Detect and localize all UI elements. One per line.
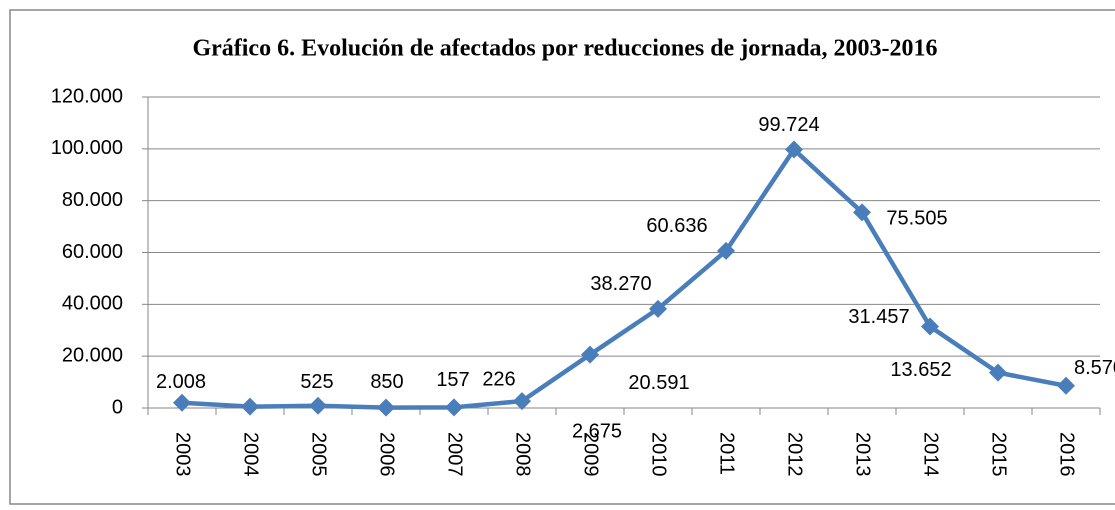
x-tick-label: 2009: [580, 432, 602, 477]
x-tick-label: 2010: [648, 432, 670, 477]
data-label: 20.591: [628, 372, 689, 394]
data-label: 8.570: [1074, 357, 1115, 379]
x-tick-label: 2004: [240, 432, 262, 477]
data-label: 226: [482, 369, 515, 391]
data-label: 75.505: [886, 208, 947, 230]
y-tick-label: 20.000: [62, 344, 123, 366]
data-point: [785, 140, 803, 159]
chart-border: [9, 9, 1115, 505]
x-tick-label: 2007: [444, 432, 466, 477]
y-tick-label: 40.000: [62, 293, 123, 315]
data-point: [1057, 376, 1075, 395]
data-label: 60.636: [646, 215, 707, 237]
x-tick-label: 2003: [172, 432, 194, 477]
data-point: [241, 397, 259, 416]
y-tick-label: 120.000: [51, 85, 123, 107]
data-point: [445, 398, 463, 417]
x-tick-label: 2005: [308, 432, 330, 477]
data-point: [309, 396, 327, 415]
data-label: 525: [300, 371, 333, 393]
data-label: 157: [436, 369, 469, 391]
x-tick-label: 2016: [1056, 432, 1078, 477]
y-tick-label: 100.000: [51, 137, 123, 159]
data-label: 13.652: [890, 359, 951, 381]
data-point: [513, 392, 531, 411]
chart-title: Gráfico 6. Evolución de afectados por re…: [192, 36, 937, 62]
x-tick-label: 2013: [852, 432, 874, 477]
data-point: [581, 345, 599, 364]
data-line: [181, 147, 1067, 410]
data-label: 99.724: [758, 114, 819, 136]
data-label: 850: [370, 371, 403, 393]
data-label: 38.270: [590, 273, 651, 295]
data-point: [921, 317, 939, 336]
data-point: [649, 299, 667, 318]
data-point: [853, 203, 871, 222]
y-tick-label: 0: [112, 396, 123, 418]
x-tick-label: 2012: [784, 432, 806, 477]
data-label: 2.675: [572, 420, 622, 442]
y-tick-label: 80.000: [62, 189, 123, 211]
data-point: [989, 363, 1007, 382]
data-point: [173, 393, 191, 412]
data-point: [717, 241, 735, 260]
x-tick-label: 2015: [988, 432, 1010, 477]
x-tick-label: 2008: [512, 432, 534, 477]
x-tick-label: 2014: [920, 432, 942, 477]
y-tick-label: 60.000: [62, 241, 123, 263]
data-label: 2.008: [156, 371, 206, 393]
data-label: 31.457: [848, 306, 909, 328]
x-tick-label: 2006: [376, 432, 398, 477]
x-tick-label: 2011: [716, 432, 738, 475]
data-point: [377, 398, 395, 417]
